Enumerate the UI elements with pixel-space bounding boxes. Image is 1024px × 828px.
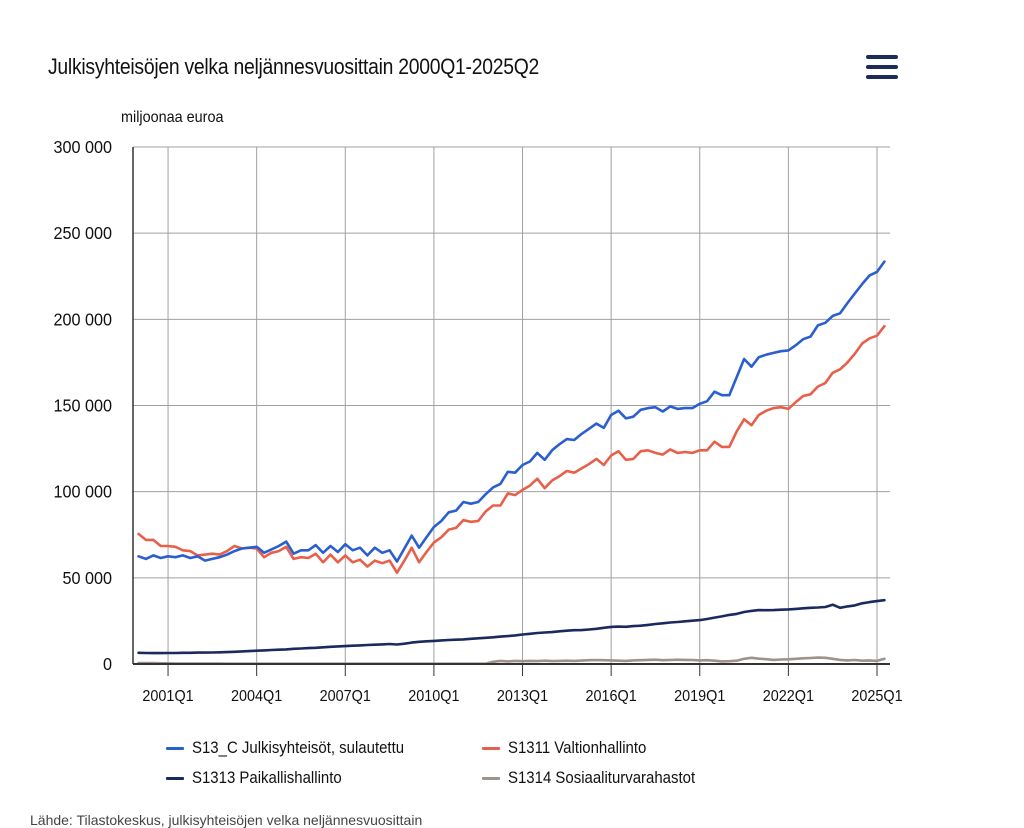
series-line[interactable] <box>137 598 886 655</box>
y-tick-label: 50 000 <box>62 568 112 588</box>
series-lines <box>137 260 886 666</box>
x-tick-label: 2022Q1 <box>763 687 814 705</box>
y-tick-label: 100 000 <box>53 482 112 502</box>
x-tick-label: 2013Q1 <box>497 687 548 705</box>
y-tick-label: 300 000 <box>53 137 112 157</box>
series-line[interactable] <box>137 324 886 575</box>
y-tick-label: 200 000 <box>53 310 112 330</box>
series-line[interactable] <box>137 260 886 563</box>
legend-item-s1314[interactable]: S1314 Sosiaaliturvarahastot <box>482 768 721 788</box>
legend-swatch-icon <box>166 746 184 750</box>
y-axis-unit-label: miljoonaa euroa <box>121 109 224 126</box>
y-axis-ticks: 0 50 000 100 000 150 000 200 000 250 000 300 0… <box>53 137 112 674</box>
legend-swatch-icon <box>166 776 184 780</box>
x-tick-label: 2001Q1 <box>142 687 193 705</box>
x-tick-label: 2019Q1 <box>674 687 725 705</box>
y-tick-label: 250 000 <box>53 223 112 243</box>
chart-title: Julkisyhteisöjen velka neljännesvuositta… <box>48 54 540 79</box>
x-tick-label: 2016Q1 <box>586 687 637 705</box>
hamburger-menu-icon <box>866 55 898 59</box>
legend-item-s1311[interactable]: S1311 Valtionhallinto <box>482 738 665 758</box>
x-tick-label: 2007Q1 <box>320 687 371 705</box>
x-tick-label: 2025Q1 <box>851 687 902 705</box>
legend-swatch-icon <box>482 746 500 750</box>
hamburger-menu-icon <box>866 65 898 69</box>
legend-item-s13c[interactable]: S13_C Julkisyhteisöt, sulautettu <box>166 738 433 758</box>
x-axis-ticks: 2001Q1 2004Q1 2007Q1 2010Q1 2013Q1 2016Q1 2019… <box>142 664 903 705</box>
legend-swatch-icon <box>482 776 500 780</box>
y-tick-label: 0 <box>103 654 112 674</box>
x-tick-label: 2004Q1 <box>231 687 282 705</box>
x-tick-label: 2010Q1 <box>408 687 459 705</box>
hamburger-menu-icon <box>866 75 898 79</box>
hamburger-menu-button[interactable] <box>864 52 900 82</box>
legend-item-s1313[interactable]: S1313 Paikallishallinto <box>166 768 362 788</box>
y-tick-label: 150 000 <box>53 396 112 416</box>
gridlines <box>133 146 890 664</box>
line-chart: 0 50 000 100 000 150 000 200 000 250 000 300 0… <box>53 137 903 705</box>
source-note: Lähde: Tilastokeskus, julkisyhteisöjen v… <box>30 812 423 828</box>
series-line[interactable] <box>137 656 886 666</box>
